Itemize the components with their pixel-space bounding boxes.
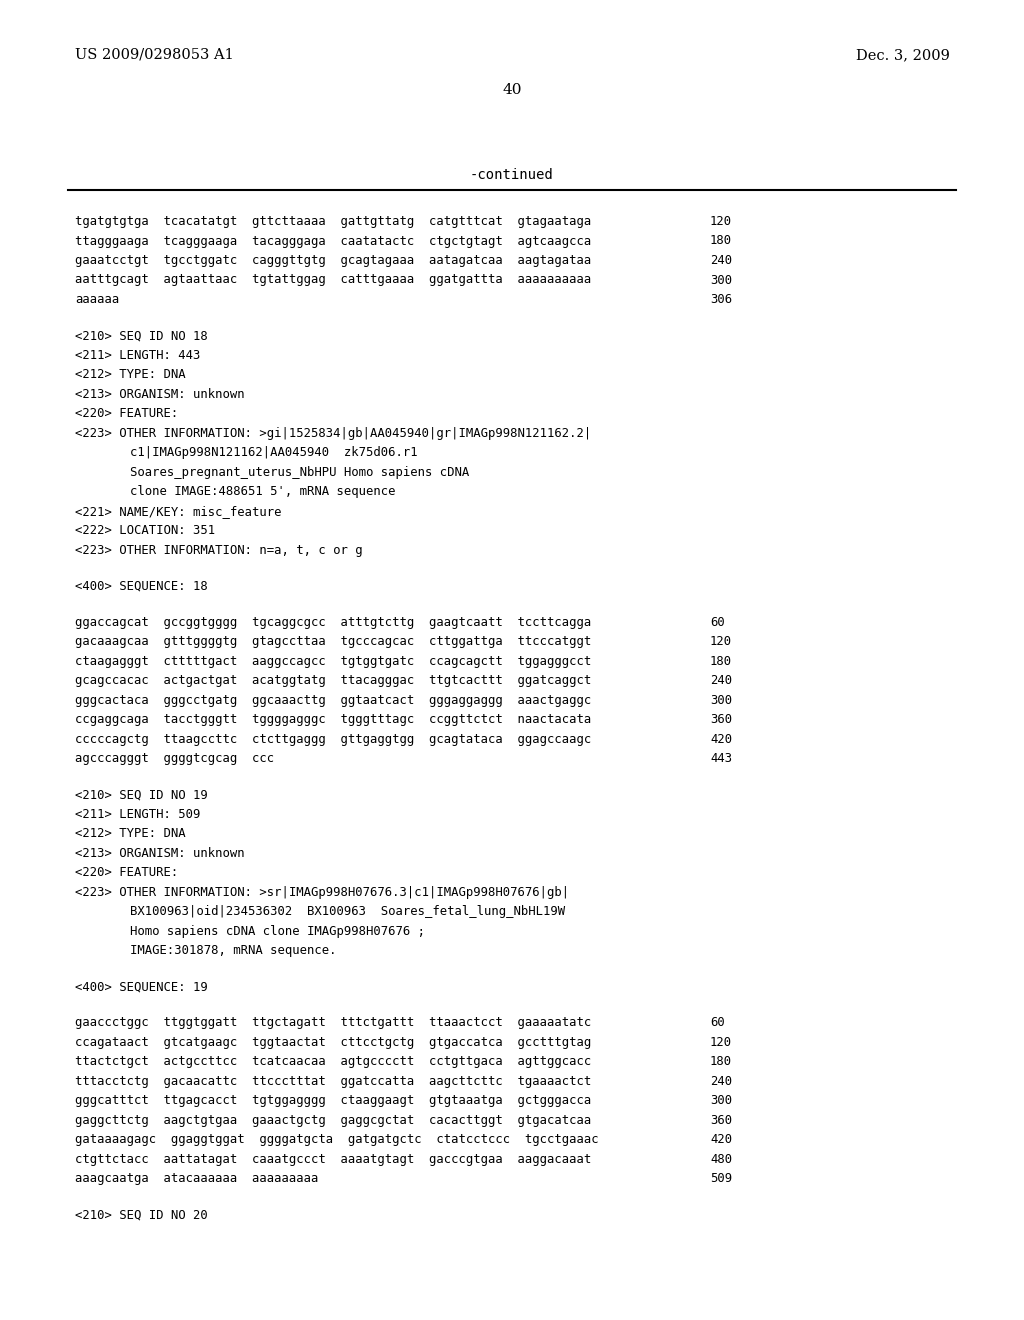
Text: <400> SEQUENCE: 19: <400> SEQUENCE: 19: [75, 981, 208, 994]
Text: <212> TYPE: DNA: <212> TYPE: DNA: [75, 368, 185, 381]
Text: ccagataact  gtcatgaagc  tggtaactat  cttcctgctg  gtgaccatca  gcctttgtag: ccagataact gtcatgaagc tggtaactat cttcctg…: [75, 1036, 591, 1049]
Text: 60: 60: [710, 1016, 725, 1030]
Text: <220> FEATURE:: <220> FEATURE:: [75, 407, 178, 420]
Text: gacaaagcaa  gtttggggtg  gtagccttaa  tgcccagcac  cttggattga  ttcccatggt: gacaaagcaa gtttggggtg gtagccttaa tgcccag…: [75, 635, 591, 648]
Text: 360: 360: [710, 713, 732, 726]
Text: 180: 180: [710, 235, 732, 248]
Text: <400> SEQUENCE: 18: <400> SEQUENCE: 18: [75, 579, 208, 593]
Text: aaagcaatga  atacaaaaaa  aaaaaaaaa: aaagcaatga atacaaaaaa aaaaaaaaa: [75, 1172, 318, 1185]
Text: clone IMAGE:488651 5', mRNA sequence: clone IMAGE:488651 5', mRNA sequence: [130, 484, 395, 498]
Text: <223> OTHER INFORMATION: n=a, t, c or g: <223> OTHER INFORMATION: n=a, t, c or g: [75, 544, 362, 557]
Text: ctaagagggt  ctttttgact  aaggccagcc  tgtggtgatc  ccagcagctt  tggagggcct: ctaagagggt ctttttgact aaggccagcc tgtggtg…: [75, 655, 591, 668]
Text: 120: 120: [710, 1036, 732, 1049]
Text: gaggcttctg  aagctgtgaa  gaaactgctg  gaggcgctat  cacacttggt  gtgacatcaa: gaggcttctg aagctgtgaa gaaactgctg gaggcgc…: [75, 1114, 591, 1127]
Text: ccgaggcaga  tacctgggtt  tggggagggc  tgggtttagc  ccggttctct  naactacata: ccgaggcaga tacctgggtt tggggagggc tgggttt…: [75, 713, 591, 726]
Text: <221> NAME/KEY: misc_feature: <221> NAME/KEY: misc_feature: [75, 504, 282, 517]
Text: ctgttctacc  aattatagat  caaatgccct  aaaatgtagt  gacccgtgaa  aaggacaaat: ctgttctacc aattatagat caaatgccct aaaatgt…: [75, 1152, 591, 1166]
Text: 240: 240: [710, 675, 732, 688]
Text: US 2009/0298053 A1: US 2009/0298053 A1: [75, 48, 233, 62]
Text: <212> TYPE: DNA: <212> TYPE: DNA: [75, 828, 185, 841]
Text: <223> OTHER INFORMATION: >sr|IMAGp998H07676.3|c1|IMAGp998H07676|gb|: <223> OTHER INFORMATION: >sr|IMAGp998H07…: [75, 886, 569, 899]
Text: 40: 40: [502, 83, 522, 96]
Text: <220> FEATURE:: <220> FEATURE:: [75, 866, 178, 879]
Text: 180: 180: [710, 1056, 732, 1068]
Text: 360: 360: [710, 1114, 732, 1127]
Text: Soares_pregnant_uterus_NbHPU Homo sapiens cDNA: Soares_pregnant_uterus_NbHPU Homo sapien…: [130, 466, 469, 479]
Text: <213> ORGANISM: unknown: <213> ORGANISM: unknown: [75, 847, 245, 859]
Text: 509: 509: [710, 1172, 732, 1185]
Text: gcagccacac  actgactgat  acatggtatg  ttacagggac  ttgtcacttt  ggatcaggct: gcagccacac actgactgat acatggtatg ttacagg…: [75, 675, 591, 688]
Text: <211> LENGTH: 443: <211> LENGTH: 443: [75, 348, 201, 362]
Text: gaaatcctgt  tgcctggatc  cagggttgtg  gcagtagaaa  aatagatcaa  aagtagataa: gaaatcctgt tgcctggatc cagggttgtg gcagtag…: [75, 253, 591, 267]
Text: <222> LOCATION: 351: <222> LOCATION: 351: [75, 524, 215, 537]
Text: <211> LENGTH: 509: <211> LENGTH: 509: [75, 808, 201, 821]
Text: 120: 120: [710, 635, 732, 648]
Text: 180: 180: [710, 655, 732, 668]
Text: <213> ORGANISM: unknown: <213> ORGANISM: unknown: [75, 388, 245, 400]
Text: 443: 443: [710, 752, 732, 766]
Text: -continued: -continued: [470, 168, 554, 182]
Text: IMAGE:301878, mRNA sequence.: IMAGE:301878, mRNA sequence.: [130, 944, 337, 957]
Text: gggcatttct  ttgagcacct  tgtggagggg  ctaaggaagt  gtgtaaatga  gctgggacca: gggcatttct ttgagcacct tgtggagggg ctaagga…: [75, 1094, 591, 1107]
Text: <210> SEQ ID NO 19: <210> SEQ ID NO 19: [75, 788, 208, 801]
Text: Dec. 3, 2009: Dec. 3, 2009: [856, 48, 950, 62]
Text: <210> SEQ ID NO 20: <210> SEQ ID NO 20: [75, 1209, 208, 1221]
Text: aatttgcagt  agtaattaac  tgtattggag  catttgaaaa  ggatgattta  aaaaaaaaaa: aatttgcagt agtaattaac tgtattggag catttga…: [75, 273, 591, 286]
Text: 420: 420: [710, 1134, 732, 1147]
Text: Homo sapiens cDNA clone IMAGp998H07676 ;: Homo sapiens cDNA clone IMAGp998H07676 ;: [130, 925, 425, 937]
Text: 300: 300: [710, 1094, 732, 1107]
Text: 420: 420: [710, 733, 732, 746]
Text: gaaccctggc  ttggtggatt  ttgctagatt  tttctgattt  ttaaactcct  gaaaaatatc: gaaccctggc ttggtggatt ttgctagatt tttctga…: [75, 1016, 591, 1030]
Text: 120: 120: [710, 215, 732, 228]
Text: 300: 300: [710, 694, 732, 706]
Text: <210> SEQ ID NO 18: <210> SEQ ID NO 18: [75, 329, 208, 342]
Text: c1|IMAGp998N121162|AA045940  zk75d06.r1: c1|IMAGp998N121162|AA045940 zk75d06.r1: [130, 446, 418, 459]
Text: agcccagggt  ggggtcgcag  ccc: agcccagggt ggggtcgcag ccc: [75, 752, 274, 766]
Text: 480: 480: [710, 1152, 732, 1166]
Text: ggaccagcat  gccggtgggg  tgcaggcgcc  atttgtcttg  gaagtcaatt  tccttcagga: ggaccagcat gccggtgggg tgcaggcgcc atttgtc…: [75, 615, 591, 628]
Text: aaaaaa: aaaaaa: [75, 293, 119, 306]
Text: tttacctctg  gacaacattc  ttccctttat  ggatccatta  aagcttcttc  tgaaaactct: tttacctctg gacaacattc ttccctttat ggatcca…: [75, 1074, 591, 1088]
Text: 240: 240: [710, 253, 732, 267]
Text: gggcactaca  gggcctgatg  ggcaaacttg  ggtaatcact  gggaggaggg  aaactgaggc: gggcactaca gggcctgatg ggcaaacttg ggtaatc…: [75, 694, 591, 706]
Text: 300: 300: [710, 273, 732, 286]
Text: BX100963|oid|234536302  BX100963  Soares_fetal_lung_NbHL19W: BX100963|oid|234536302 BX100963 Soares_f…: [130, 906, 565, 919]
Text: gataaaagagc  ggaggtggat  ggggatgcta  gatgatgctc  ctatcctccc  tgcctgaaac: gataaaagagc ggaggtggat ggggatgcta gatgat…: [75, 1134, 599, 1147]
Text: tgatgtgtga  tcacatatgt  gttcttaaaa  gattgttatg  catgtttcat  gtagaataga: tgatgtgtga tcacatatgt gttcttaaaa gattgtt…: [75, 215, 591, 228]
Text: 306: 306: [710, 293, 732, 306]
Text: cccccagctg  ttaagccttc  ctcttgaggg  gttgaggtgg  gcagtataca  ggagccaagc: cccccagctg ttaagccttc ctcttgaggg gttgagg…: [75, 733, 591, 746]
Text: <223> OTHER INFORMATION: >gi|1525834|gb|AA045940|gr|IMAGp998N121162.2|: <223> OTHER INFORMATION: >gi|1525834|gb|…: [75, 426, 591, 440]
Text: 60: 60: [710, 615, 725, 628]
Text: 240: 240: [710, 1074, 732, 1088]
Text: ttagggaaga  tcagggaaga  tacagggaga  caatatactc  ctgctgtagt  agtcaagcca: ttagggaaga tcagggaaga tacagggaga caatata…: [75, 235, 591, 248]
Text: ttactctgct  actgccttcc  tcatcaacaa  agtgcccctt  cctgttgaca  agttggcacc: ttactctgct actgccttcc tcatcaacaa agtgccc…: [75, 1056, 591, 1068]
